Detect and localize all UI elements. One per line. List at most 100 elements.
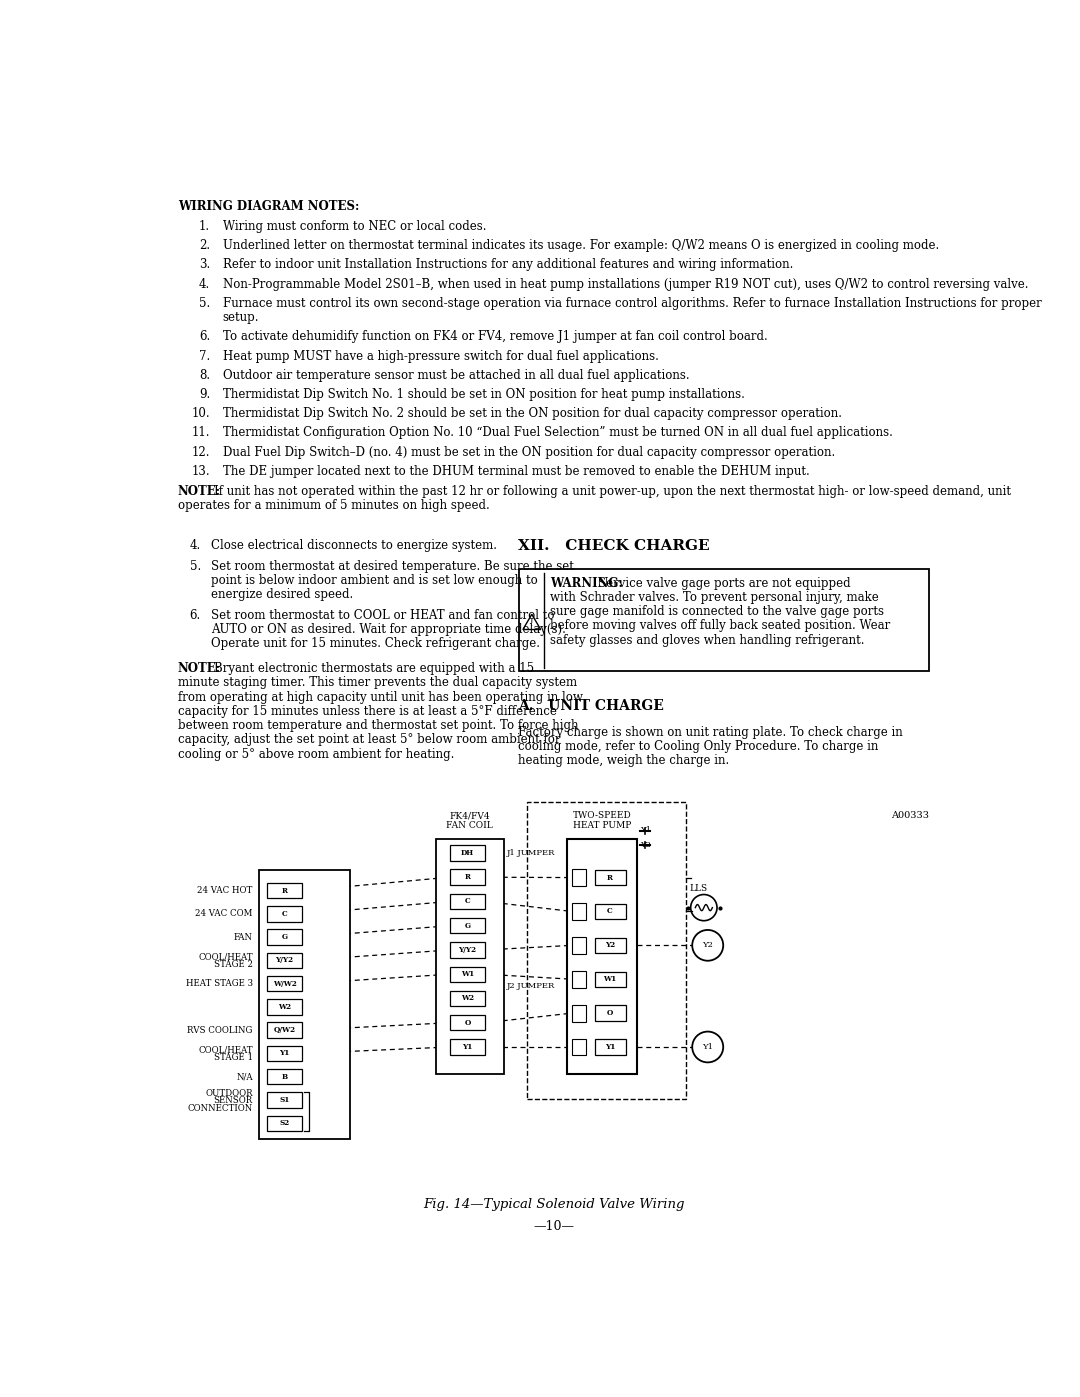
Text: STAGE 1: STAGE 1 [214,1053,253,1062]
Bar [449,845,485,861]
Bar [519,569,930,672]
Text: 24 VAC COM: 24 VAC COM [195,909,253,918]
Bar [267,1069,302,1084]
Text: R: R [282,887,287,894]
Bar [267,977,302,992]
Text: W2: W2 [461,995,474,1003]
Text: 8.: 8. [199,369,211,381]
Text: Heat pump MUST have a high-pressure switch for dual fuel applications.: Heat pump MUST have a high-pressure swit… [222,349,659,363]
Text: COOL/HEAT: COOL/HEAT [198,953,253,961]
Text: 1.: 1. [199,219,211,233]
Text: S1: S1 [280,1097,289,1104]
Text: Y2: Y2 [605,942,616,950]
Text: If unit has not operated within the past 12 hr or following a unit power-up, upo: If unit has not operated within the past… [214,485,1011,497]
Bar [267,1023,302,1038]
Text: R: R [607,873,613,882]
Bar [595,1006,625,1021]
Text: A00333: A00333 [891,812,930,820]
Bar [572,1004,586,1021]
Text: Y2: Y2 [702,942,713,950]
Bar [449,990,485,1006]
Text: W/W2: W/W2 [272,979,297,988]
Text: Y2: Y2 [640,841,651,849]
Text: 13.: 13. [191,465,211,478]
Text: G: G [464,922,471,930]
Text: with Schrader valves. To prevent personal injury, make: with Schrader valves. To prevent persona… [550,591,878,604]
Text: Set room thermostat to COOL or HEAT and fan control to: Set room thermostat to COOL or HEAT and … [211,609,554,622]
Text: 11.: 11. [191,426,211,440]
Text: 2.: 2. [199,239,211,251]
Bar [449,1016,485,1031]
Text: STAGE 2: STAGE 2 [214,960,253,970]
Text: Outdoor air temperature sensor must be attached in all dual fuel applications.: Outdoor air temperature sensor must be a… [222,369,689,381]
Text: 9.: 9. [199,388,211,401]
Text: WARNING:: WARNING: [550,577,622,590]
Bar [449,942,485,958]
Bar [567,840,637,1074]
Text: Y/Y2: Y/Y2 [275,957,294,964]
Text: Dual Fuel Dip Switch–D (no. 4) must be set in the ON position for dual capacity : Dual Fuel Dip Switch–D (no. 4) must be s… [222,446,835,458]
Text: 6.: 6. [199,330,211,344]
Text: sure gage manifold is connected to the valve gage ports: sure gage manifold is connected to the v… [550,605,883,619]
Text: Y1: Y1 [640,826,651,834]
Bar [595,971,625,986]
Text: —10—: —10— [534,1220,573,1234]
Text: point is below indoor ambient and is set low enough to: point is below indoor ambient and is set… [211,574,538,587]
Text: O: O [607,1009,613,1017]
Text: between room temperature and thermostat set point. To force high: between room temperature and thermostat … [177,719,578,732]
Text: Operate unit for 15 minutes. Check refrigerant charge.: Operate unit for 15 minutes. Check refri… [211,637,540,650]
Text: setup.: setup. [222,312,259,324]
Bar [595,1039,625,1055]
Bar [572,902,586,921]
Bar [267,1116,302,1132]
Text: R: R [464,873,471,882]
Text: The DE jumper located next to the DHUM terminal must be removed to enable the DE: The DE jumper located next to the DHUM t… [222,465,809,478]
Text: CONNECTION: CONNECTION [188,1104,253,1113]
Text: Thermidistat Dip Switch No. 2 should be set in the ON position for dual capacity: Thermidistat Dip Switch No. 2 should be … [222,408,841,420]
Text: Y1: Y1 [462,1044,473,1051]
Text: RVS COOLING: RVS COOLING [188,1025,253,1035]
Text: Y/Y2: Y/Y2 [458,946,476,954]
Bar [572,869,586,886]
Text: J1 JUMPER: J1 JUMPER [507,849,555,856]
Text: FAN COIL: FAN COIL [446,821,494,830]
Bar [267,1092,302,1108]
Text: To activate dehumidify function on FK4 or FV4, remove J1 jumper at fan coil cont: To activate dehumidify function on FK4 o… [222,330,767,344]
Text: Y1: Y1 [280,1049,289,1058]
Text: Refer to indoor unit Installation Instructions for any additional features and w: Refer to indoor unit Installation Instru… [222,258,793,271]
Text: DH: DH [461,849,474,856]
Bar [449,967,485,982]
Text: G: G [282,933,287,942]
Text: Furnace must control its own second-stage operation via furnace control algorith: Furnace must control its own second-stag… [222,296,1041,310]
Text: Bryant electronic thermostats are equipped with a 15: Bryant electronic thermostats are equipp… [214,662,535,675]
Text: XII.   CHECK CHARGE: XII. CHECK CHARGE [517,539,710,553]
Bar [435,840,504,1074]
Text: Q/W2: Q/W2 [273,1027,296,1034]
Bar [449,894,485,909]
Bar [449,1039,485,1055]
Bar [267,999,302,1014]
Text: cooling mode, refer to Cooling Only Procedure. To charge in: cooling mode, refer to Cooling Only Proc… [517,740,878,753]
Bar [267,953,302,968]
Bar [449,869,485,884]
Text: COOL/HEAT: COOL/HEAT [198,1045,253,1055]
Bar [572,971,586,988]
Bar [259,870,350,1140]
Text: SENSOR: SENSOR [214,1097,253,1105]
Text: OUTDOOR: OUTDOOR [205,1088,253,1098]
Text: capacity, adjust the set point at least 5° below room ambient for: capacity, adjust the set point at least … [177,733,561,746]
Text: Service valve gage ports are not equipped: Service valve gage ports are not equippe… [598,577,851,590]
Text: LLS: LLS [690,884,708,893]
Text: C: C [282,909,287,918]
Text: Y1: Y1 [605,1044,616,1051]
Text: minute staging timer. This timer prevents the dual capacity system: minute staging timer. This timer prevent… [177,676,577,690]
Text: !: ! [530,619,534,627]
Bar [267,929,302,944]
Text: Wiring must conform to NEC or local codes.: Wiring must conform to NEC or local code… [222,219,486,233]
Bar [449,918,485,933]
Text: HEAT STAGE 3: HEAT STAGE 3 [186,979,253,988]
Text: A.   UNIT CHARGE: A. UNIT CHARGE [517,698,664,712]
Text: from operating at high capacity until unit has been operating in low: from operating at high capacity until un… [177,690,582,704]
Text: FK4/FV4: FK4/FV4 [449,812,490,820]
Bar [267,907,302,922]
